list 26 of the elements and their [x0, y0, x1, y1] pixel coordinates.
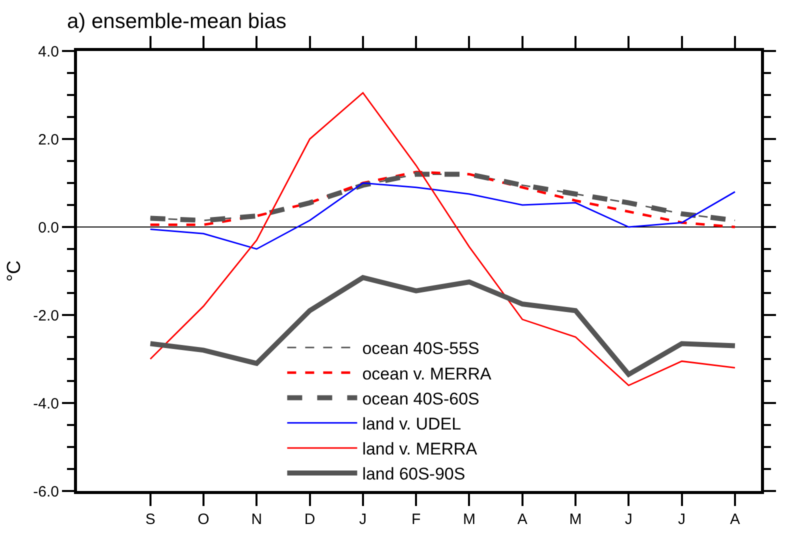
legend-label: land v. UDEL [362, 414, 462, 434]
legend-label: land 60S-90S [362, 464, 466, 484]
legend-label: land v. MERRA [362, 440, 478, 459]
y-tick-label: 0.0 [38, 219, 59, 236]
y-tick-label: 2.0 [38, 131, 59, 148]
x-tick-label: O [198, 511, 210, 528]
x-tick-label: N [251, 511, 262, 528]
x-tick-label: M [462, 511, 476, 528]
y-tick-label: -6.0 [33, 483, 59, 500]
chart-title: a) ensemble-mean bias [66, 10, 286, 34]
x-tick-label: A [517, 511, 528, 528]
legend-label: ocean 40S-60S [362, 389, 480, 408]
x-tick-label: J [678, 511, 686, 528]
y-tick-label: 4.0 [38, 43, 59, 60]
x-tick-label: M [569, 511, 582, 528]
x-tick-label: D [304, 511, 316, 528]
legend-label: ocean 40S-55S [362, 339, 480, 358]
y-tick-label: -4.0 [33, 395, 59, 412]
x-tick-label: S [145, 511, 156, 528]
x-tick-label: F [411, 511, 421, 528]
x-tick-label: J [359, 511, 367, 528]
y-tick-label: -2.0 [33, 307, 59, 324]
x-tick-label: A [730, 511, 740, 528]
x-tick-label: J [624, 511, 632, 528]
y-axis-title: °C [4, 260, 25, 282]
legend-label: ocean v. MERRA [362, 364, 492, 384]
